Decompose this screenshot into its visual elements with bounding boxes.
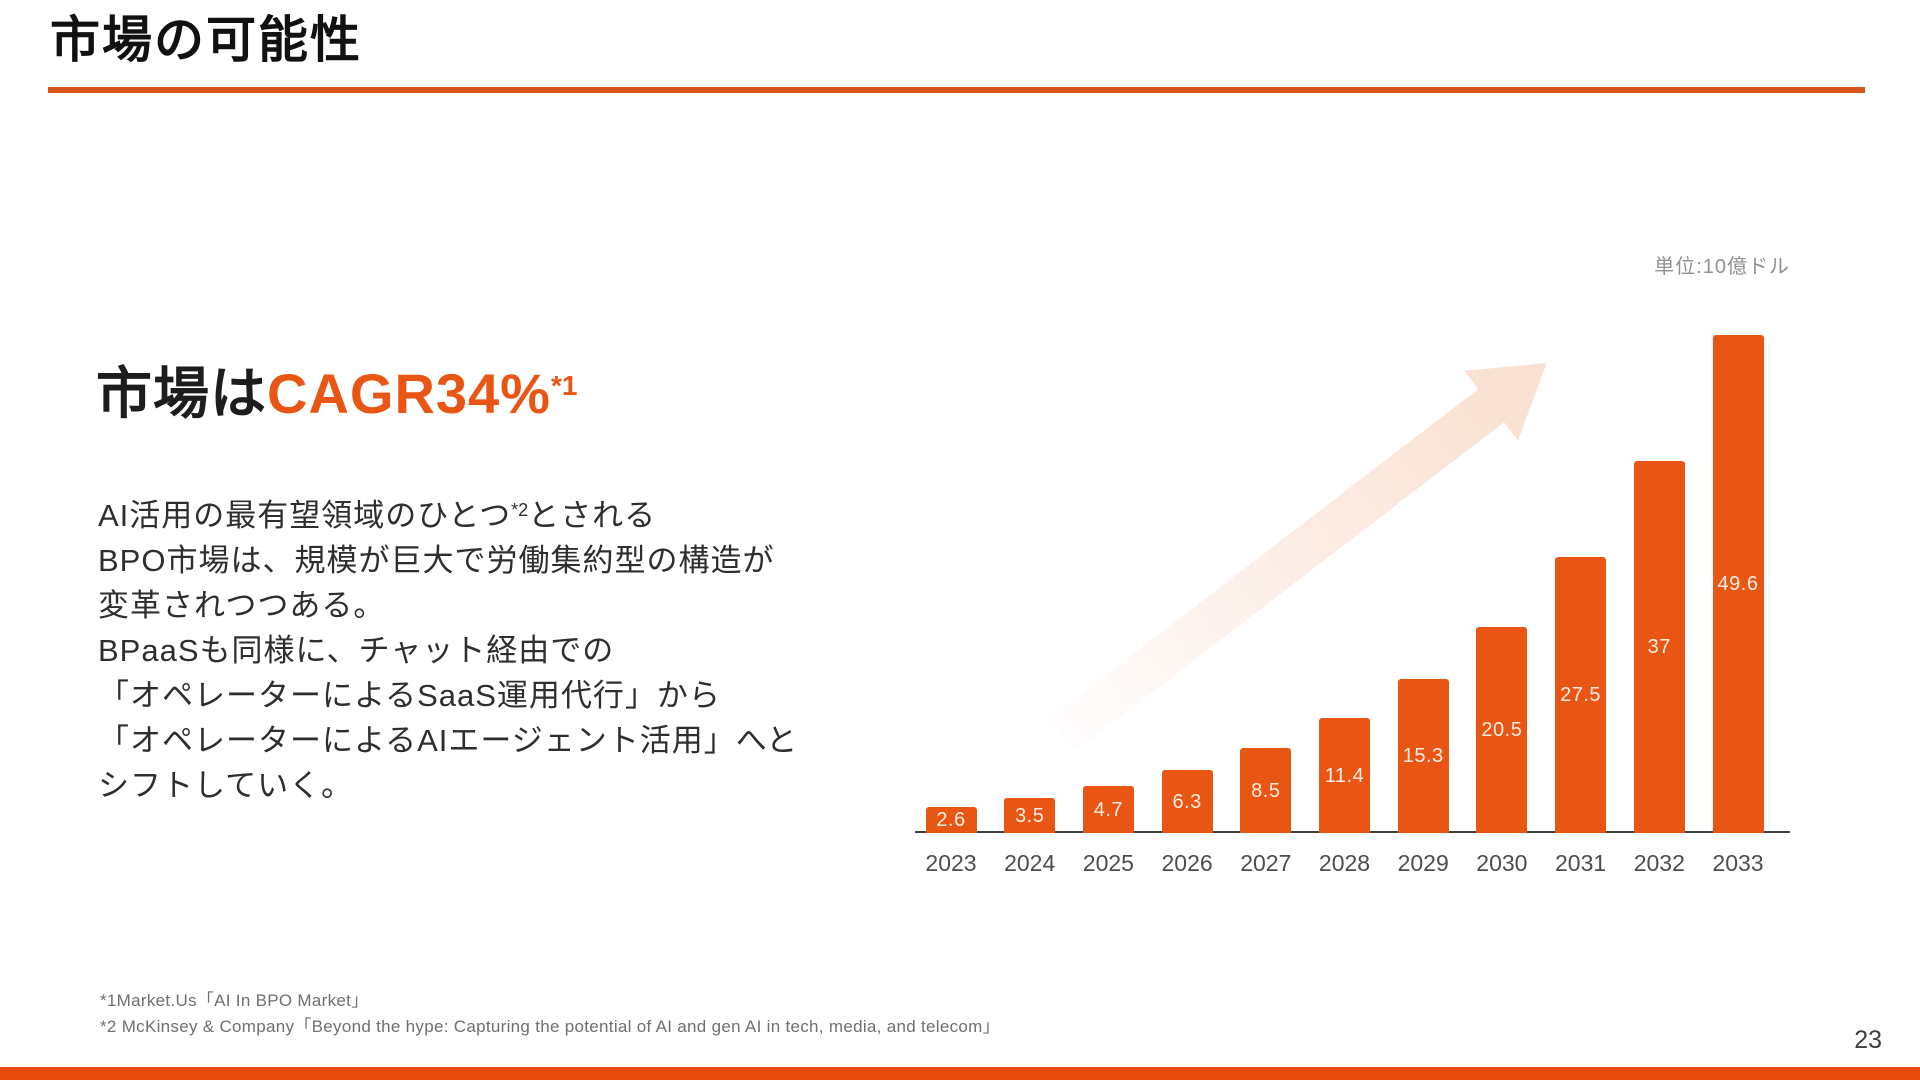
bar-value-label: 2.6 [936, 809, 966, 831]
body-line1-tail: とされる [528, 498, 657, 533]
body-line1-text: AI活用の最有望領域のひとつ [98, 498, 512, 533]
bar-column-2025: 4.7 2025 [1082, 250, 1134, 876]
footer-accent-bar [0, 1067, 1920, 1080]
bar-value-label: 15.3 [1402, 745, 1444, 767]
x-axis-tick-label: 2026 [1161, 850, 1213, 876]
page-number: 23 [1854, 1026, 1882, 1054]
x-axis-tick-label: 2032 [1633, 850, 1685, 876]
bar-column-2030: 20.5 2030 [1476, 250, 1528, 876]
bar-2031: 27.5 [1555, 557, 1607, 833]
bar-2029: 15.3 [1397, 679, 1449, 833]
footnote-line-1: *1Market.Us「AI In BPO Market」 [100, 991, 369, 1010]
bar-2030: 20.5 [1476, 627, 1528, 833]
body-line: BPO市場は、規模が巨大で労働集約型の構造が [98, 543, 775, 578]
heading-highlight: CAGR34% [267, 362, 551, 425]
bar-value-label: 49.6 [1717, 573, 1759, 595]
bar-column-2023: 2.6 2023 [925, 250, 977, 876]
body-footnote-ref: *2 [511, 500, 529, 520]
bar-column-2028: 11.4 2028 [1319, 250, 1370, 876]
bar-2024: 3.5 [1004, 798, 1056, 833]
bar-2033: 49.6 [1712, 335, 1764, 833]
bar-column-2031: 27.5 2031 [1555, 250, 1607, 876]
x-axis-tick-label: 2031 [1555, 850, 1607, 876]
body-line: シフトしていく。 [98, 768, 354, 803]
market-cagr-heading: 市場はCAGR34%*1 [96, 362, 577, 426]
bar-column-2033: 49.6 2033 [1712, 250, 1764, 876]
bar-2026: 6.3 [1161, 770, 1213, 833]
x-axis-tick-label: 2030 [1476, 850, 1528, 876]
bar-column-2027: 8.5 2027 [1240, 250, 1292, 876]
bar-value-label: 20.5 [1481, 719, 1523, 741]
bar-column-2029: 15.3 2029 [1397, 250, 1449, 876]
heading-prefix: 市場は [96, 362, 267, 425]
body-line: 「オペレーターによるAIエージェント活用」へと [98, 723, 799, 758]
bar-value-label: 8.5 [1251, 779, 1281, 802]
bar-value-label: 6.3 [1172, 790, 1202, 813]
body-line: 「オペレーターによるSaaS運用代行」から [98, 678, 721, 713]
bar-2023: 2.6 [925, 807, 977, 833]
bar-chart: 2.6 2023 3.5 2024 4.7 2025 6.3 2026 8.5 2027 11.4 2… [915, 250, 1790, 876]
footnote-line-2: *2 McKinsey & Company「Beyond the hype: C… [100, 1017, 1000, 1036]
x-axis-tick-label: 2028 [1318, 850, 1371, 876]
page-title: 市場の可能性 [50, 12, 362, 68]
x-axis-tick-label: 2027 [1240, 850, 1292, 876]
bar-value-label: 3.5 [1015, 804, 1045, 827]
bar-2025: 4.7 [1082, 786, 1134, 833]
x-axis-tick-label: 2029 [1397, 850, 1449, 876]
bar-value-label: 4.7 [1093, 798, 1124, 821]
body-line: 変革されつつある。 [98, 588, 386, 623]
bar-2028: 11.4 [1319, 718, 1370, 833]
bar-2027: 8.5 [1240, 748, 1292, 833]
x-axis-tick-label: 2024 [1004, 850, 1056, 876]
bar-2032: 37 [1633, 461, 1685, 833]
bar-value-label: 27.5 [1560, 684, 1602, 706]
x-axis-tick-label: 2025 [1082, 850, 1134, 876]
footnotes: *1Market.Us「AI In BPO Market」 *2 McKinse… [100, 988, 1000, 1040]
chart-unit-label: 単位:10億ドル [1654, 256, 1790, 278]
body-line: BPaaSも同様に、チャット経由での [98, 633, 615, 668]
bar-column-2032: 37 2032 [1633, 250, 1685, 876]
body-line: AI活用の最有望領域のひとつ*2とされる [98, 488, 798, 538]
bar-column-2026: 6.3 2026 [1161, 250, 1213, 876]
lead-paragraph: AI活用の最有望領域のひとつ*2とされる BPO市場は、規模が巨大で労働集約型の… [98, 488, 798, 808]
bar-column-2024: 3.5 2024 [1004, 250, 1056, 876]
title-underline-rule [48, 87, 1865, 93]
heading-footnote-ref: *1 [550, 370, 578, 401]
x-axis-tick-label: 2023 [925, 850, 977, 876]
bar-value-label: 11.4 [1324, 764, 1365, 787]
bar-value-label: 37 [1647, 636, 1671, 658]
x-axis-tick-label: 2033 [1712, 850, 1764, 876]
